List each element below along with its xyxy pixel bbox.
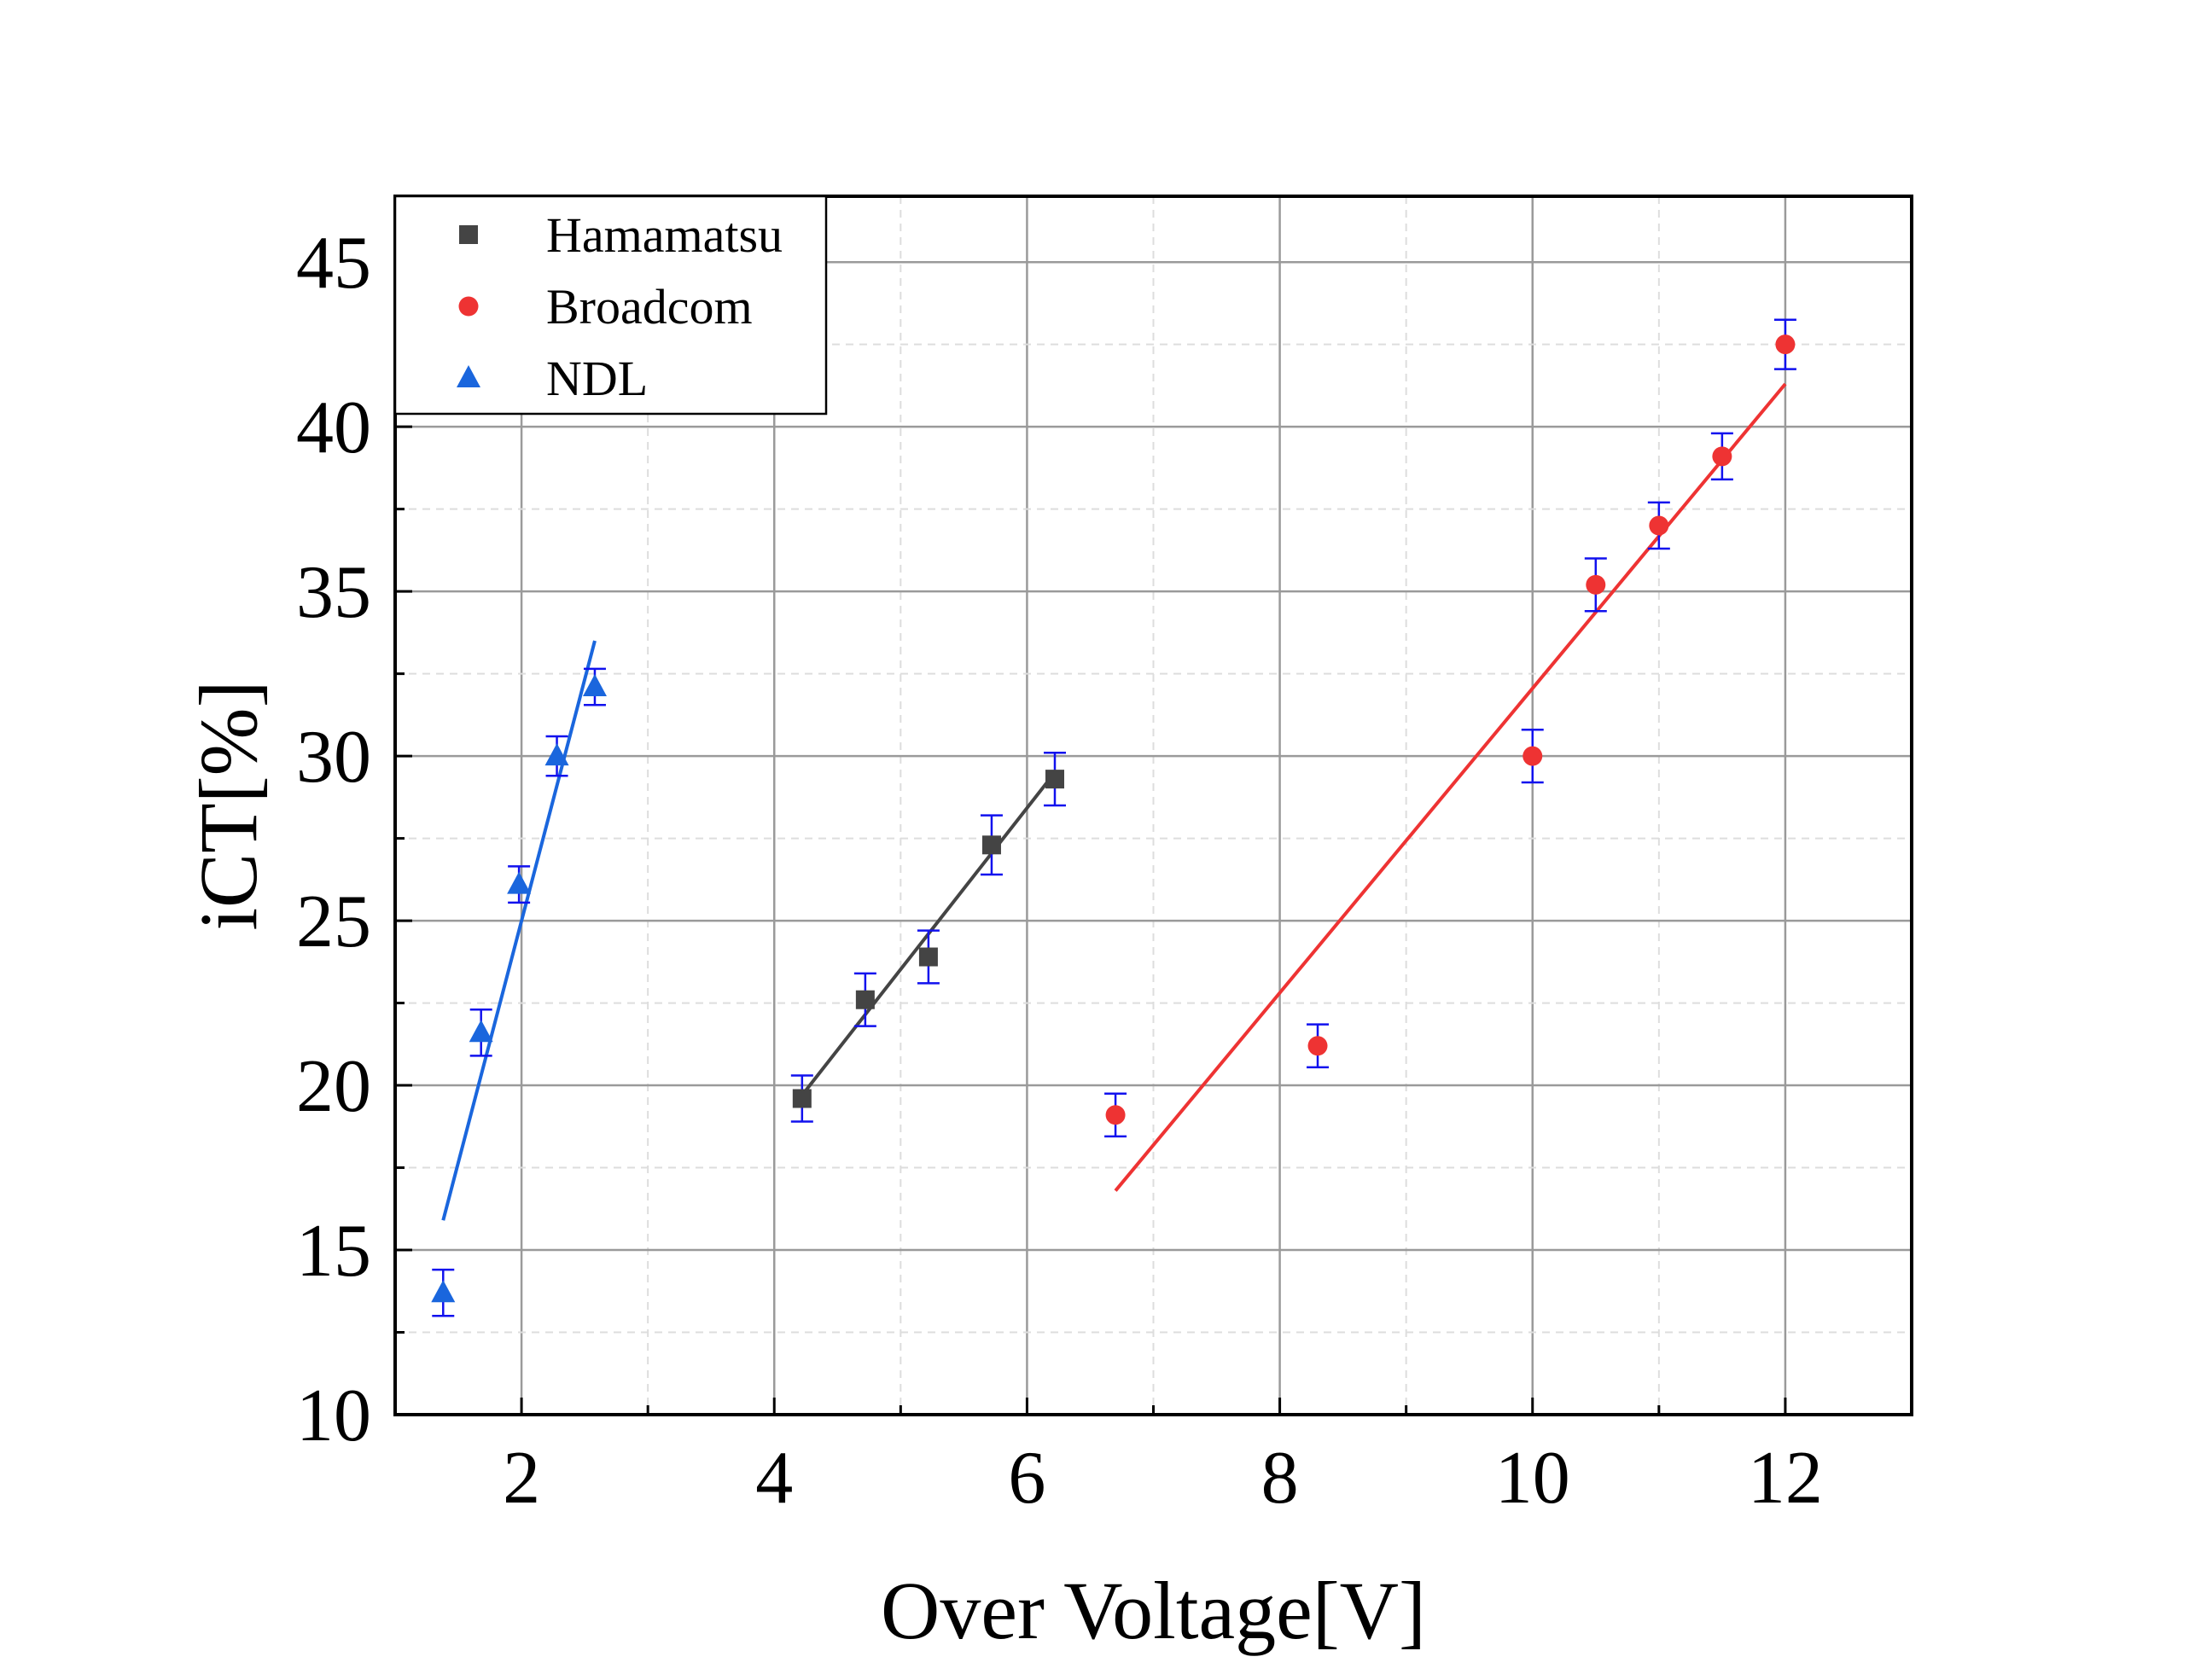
x-tick-label: 6 [1008, 1437, 1045, 1520]
data-point-broadcom [1523, 746, 1543, 766]
data-point-hamamatsu [792, 1089, 812, 1108]
y-tick-label: 35 [296, 551, 371, 634]
data-point-ndl [582, 674, 607, 697]
x-tick-label: 2 [503, 1437, 540, 1520]
x-tick-label: 12 [1748, 1437, 1823, 1520]
y-tick-label: 10 [296, 1375, 371, 1457]
data-point-hamamatsu [918, 947, 938, 967]
data-point-broadcom [1649, 515, 1669, 536]
data-point-broadcom [1586, 574, 1606, 595]
data-point-ndl [507, 871, 532, 894]
y-tick-label: 40 [296, 387, 371, 469]
axis-ticks: 2 4 6 8 10 12 10 15 20 25 30 35 40 45 [296, 222, 1913, 1520]
legend-label-ndl: NDL [546, 351, 648, 406]
data-points [431, 318, 1796, 1317]
legend: Hamamatsu Broadcom NDL [393, 195, 828, 416]
y-axis-title: iCT[%] [183, 680, 274, 930]
data-point-broadcom [1775, 334, 1796, 355]
legend-marker-ndl [457, 365, 480, 387]
y-tick-label: 15 [296, 1210, 371, 1293]
y-tick-label: 25 [296, 881, 371, 963]
y-tick-label: 30 [296, 716, 371, 799]
legend-marker-hamamatsu [459, 225, 478, 244]
data-point-ndl [544, 743, 569, 766]
y-tick-label: 45 [296, 222, 371, 305]
legend-marker-broadcom [458, 296, 479, 317]
legend-label-broadcom: Broadcom [546, 279, 753, 334]
x-tick-label: 10 [1495, 1437, 1570, 1520]
data-point-hamamatsu [981, 835, 1001, 855]
fit-line-broadcom [1114, 382, 1787, 1192]
x-tick-label: 8 [1261, 1437, 1299, 1520]
data-point-hamamatsu [855, 990, 875, 1009]
grid [394, 196, 1913, 1416]
x-tick-label: 4 [755, 1437, 793, 1520]
x-axis-title: Over Voltage[V] [881, 1565, 1426, 1656]
y-tick-label: 20 [296, 1045, 371, 1128]
data-point-ndl [431, 1280, 456, 1303]
data-point-ndl [469, 1020, 493, 1043]
legend-label-hamamatsu: Hamamatsu [546, 207, 783, 263]
fit-line-ndl [441, 640, 597, 1221]
data-point-broadcom [1307, 1036, 1328, 1056]
data-point-broadcom [1105, 1105, 1126, 1125]
data-point-broadcom [1712, 446, 1732, 467]
data-point-hamamatsu [1045, 770, 1064, 789]
